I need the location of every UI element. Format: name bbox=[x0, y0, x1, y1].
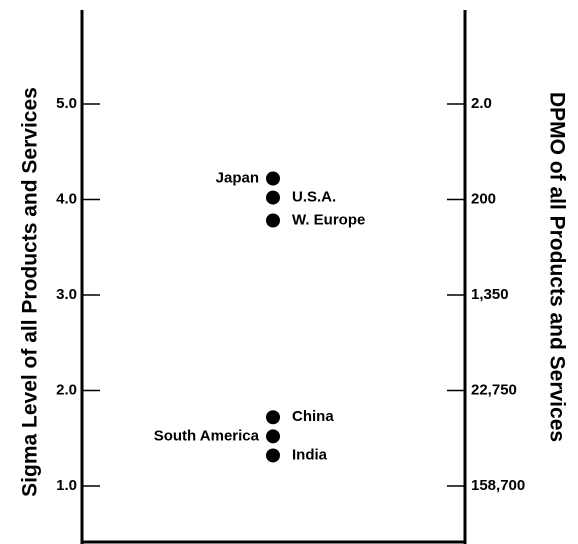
data-point bbox=[266, 213, 280, 228]
data-point-label: Japan bbox=[216, 169, 259, 186]
data-point bbox=[266, 429, 280, 444]
left-tick-label: 1.0 bbox=[56, 477, 77, 494]
right-tick-label: 1,350 bbox=[471, 286, 509, 303]
data-point-label: India bbox=[292, 446, 328, 463]
data-point bbox=[266, 171, 280, 186]
left-axis-ticks: 5.0 4.0 3.0 2.0 1.0 bbox=[56, 95, 100, 494]
right-axis-ticks: 2.0 200 1,350 22,750 158,700 bbox=[447, 95, 525, 494]
data-points: Japan U.S.A. W. Europe China South America In… bbox=[154, 169, 366, 463]
data-point bbox=[266, 410, 280, 425]
left-tick-label: 3.0 bbox=[56, 286, 77, 303]
data-point bbox=[266, 448, 280, 463]
data-point-label: W. Europe bbox=[292, 211, 365, 228]
data-point-label: U.S.A. bbox=[292, 189, 336, 206]
right-tick-label: 158,700 bbox=[471, 477, 525, 494]
data-point-label: South America bbox=[154, 427, 260, 444]
right-tick-label: 2.0 bbox=[471, 95, 492, 112]
data-point-label: China bbox=[292, 408, 334, 425]
left-axis-title: Sigma Level of all Products and Services bbox=[19, 87, 42, 497]
left-tick-label: 5.0 bbox=[56, 95, 77, 112]
right-axis-title: DPMO of all Products and Services bbox=[545, 92, 568, 442]
left-tick-label: 4.0 bbox=[56, 190, 77, 207]
left-tick-label: 2.0 bbox=[56, 381, 77, 398]
data-point bbox=[266, 190, 280, 205]
right-tick-label: 22,750 bbox=[471, 381, 517, 398]
right-tick-label: 200 bbox=[471, 190, 496, 207]
